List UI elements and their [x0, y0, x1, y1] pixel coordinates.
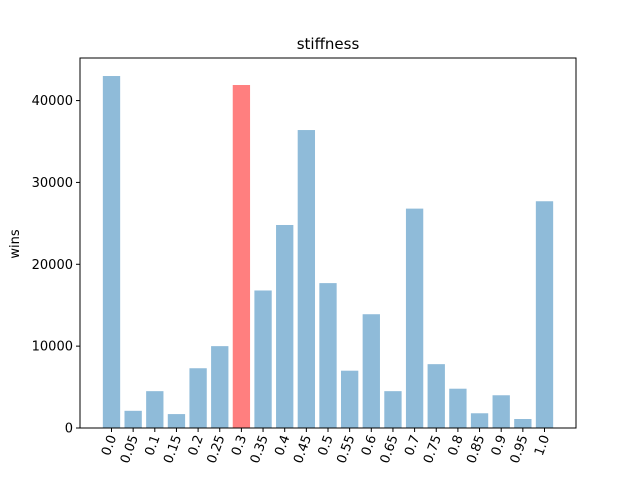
- x-tick-label: 0.65: [378, 433, 402, 465]
- bars-group: [102, 76, 554, 429]
- x-tick-label: 0.85: [464, 433, 488, 465]
- x-tick-label: 1.0: [532, 433, 553, 458]
- x-tick-label: 0.75: [421, 433, 445, 465]
- bar-0.3: [232, 85, 251, 428]
- bar-0.4: [276, 224, 294, 428]
- y-tick-label: 40000: [32, 94, 73, 109]
- y-axis-label: wins: [8, 229, 23, 258]
- x-tick-label: 0.05: [118, 433, 142, 465]
- x-tick-label: 0.25: [205, 433, 229, 465]
- chart-title: stiffness: [297, 35, 360, 53]
- x-tick-label: 0.2: [186, 433, 207, 458]
- bar-0.15: [167, 414, 186, 428]
- x-tick-label: 0.7: [402, 433, 423, 458]
- bar-0.1: [146, 391, 164, 428]
- x-tick-label: 0.15: [161, 433, 185, 465]
- x-tick-label: 0.8: [445, 433, 466, 458]
- x-tick-label: 0.55: [334, 433, 358, 465]
- x-tick-label: 0.1: [142, 433, 163, 458]
- bar-1.0: [535, 201, 554, 428]
- y-axis-ticks: 0 10000 20000 30000 40000: [32, 94, 80, 437]
- plot-frame: [79, 57, 577, 429]
- bar-0.6: [362, 314, 380, 428]
- x-tick-label: 0.9: [489, 433, 510, 458]
- bar-0.5: [319, 283, 337, 428]
- x-tick-label: 0.4: [272, 433, 293, 458]
- bar-0.55: [340, 370, 359, 428]
- x-tick-label: 0.95: [508, 433, 532, 465]
- bar-0.0: [102, 76, 121, 428]
- bar-0.35: [254, 290, 272, 428]
- bar-0.75: [427, 364, 445, 428]
- bar-0.95: [514, 419, 532, 428]
- x-tick-label: 0.35: [248, 433, 272, 465]
- y-tick-label: 30000: [32, 176, 73, 191]
- y-tick-label: 0: [65, 422, 73, 437]
- bar-0.8: [449, 388, 467, 428]
- bar-0.2: [189, 368, 207, 428]
- x-tick-label: 0.45: [291, 433, 315, 465]
- bar-0.25: [211, 346, 229, 428]
- bar-0.65: [384, 391, 402, 428]
- bar-0.05: [124, 410, 142, 428]
- bar-0.9: [492, 395, 510, 428]
- x-tick-label: 0.6: [359, 433, 380, 458]
- y-tick-label: 10000: [32, 340, 73, 355]
- x-tick-label: 0.0: [99, 433, 120, 458]
- bar-0.45: [297, 130, 316, 429]
- x-tick-label: 0.5: [316, 433, 337, 458]
- bar-0.85: [470, 413, 489, 428]
- x-tick-label: 0.3: [229, 433, 250, 458]
- y-tick-label: 20000: [32, 258, 73, 273]
- x-axis-ticks: 0.00.05 0.10.15 0.20.25 0.30.35 0.40.45 0.50.…: [99, 428, 553, 466]
- bar-0.7: [405, 208, 424, 428]
